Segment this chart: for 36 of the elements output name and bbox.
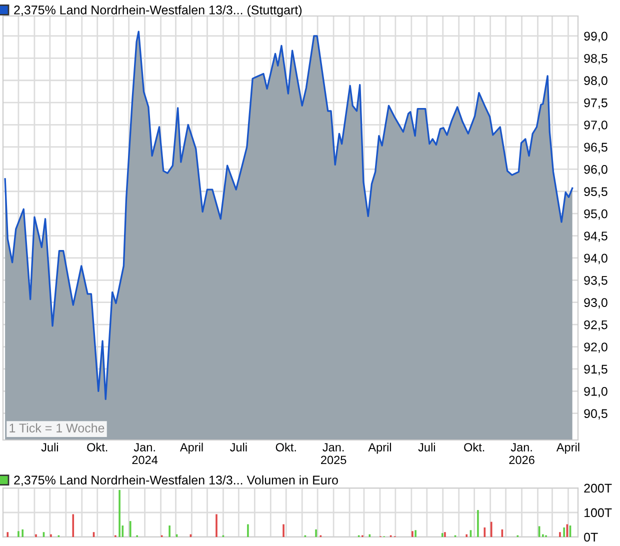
legend-label: 2,375% Land Nordrhein-Westfalen 13/3... (Stuttgart) bbox=[14, 5, 302, 17]
x-tick-label: Jan. 2025 bbox=[321, 443, 346, 464]
legend-label: 2,375% Land Nordrhein-Westfalen 13/3... Volumen in Euro bbox=[14, 475, 338, 486]
x-tick-label: Juli bbox=[418, 442, 435, 452]
y-tick-label: 90,5 bbox=[584, 409, 608, 420]
x-tick-label: Juli bbox=[230, 442, 247, 452]
x-tick-label: April bbox=[556, 442, 580, 454]
x-tick-label: Jan. 2024 bbox=[132, 443, 158, 464]
x-tick-label: Okt. bbox=[276, 442, 296, 452]
y-tick-label: 91,0 bbox=[584, 386, 608, 398]
x-tick-label: Okt. bbox=[464, 442, 484, 452]
y-tick-label: 94,0 bbox=[584, 254, 608, 264]
y-tick-label: 95,0 bbox=[584, 209, 608, 220]
y-tick-label: 0T bbox=[584, 532, 598, 542]
y-tick-label: 98,5 bbox=[584, 54, 608, 64]
x-tick-label: Okt. bbox=[87, 442, 108, 452]
y-tick-label: 99,0 bbox=[584, 32, 608, 42]
y-tick-label: 97,0 bbox=[584, 120, 608, 131]
y-tick-label: 92,5 bbox=[584, 320, 608, 331]
annotation: 1 Tick = 1 Woche bbox=[10, 423, 104, 432]
y-tick-label: 97,5 bbox=[584, 98, 608, 109]
y-tick-label: 93,0 bbox=[584, 298, 608, 308]
y-tick-label: 96,5 bbox=[584, 142, 608, 154]
y-tick-label: 100T bbox=[584, 508, 612, 518]
y-tick-label: 94,5 bbox=[584, 232, 608, 242]
y-tick-label: 93,5 bbox=[584, 276, 608, 286]
x-tick-label: April bbox=[368, 442, 391, 454]
x-tick-label: Jan. 2026 bbox=[509, 443, 534, 464]
y-tick-label: 96,0 bbox=[584, 164, 608, 176]
y-tick-label: 91,5 bbox=[584, 364, 608, 376]
y-tick-label: 98,0 bbox=[584, 76, 608, 87]
x-tick-label: Juli bbox=[41, 442, 58, 452]
y-tick-label: 92,0 bbox=[584, 342, 608, 353]
y-tick-label: 95,5 bbox=[584, 187, 608, 198]
y-tick-label: 200T bbox=[584, 484, 612, 493]
x-tick-label: April bbox=[180, 442, 203, 454]
